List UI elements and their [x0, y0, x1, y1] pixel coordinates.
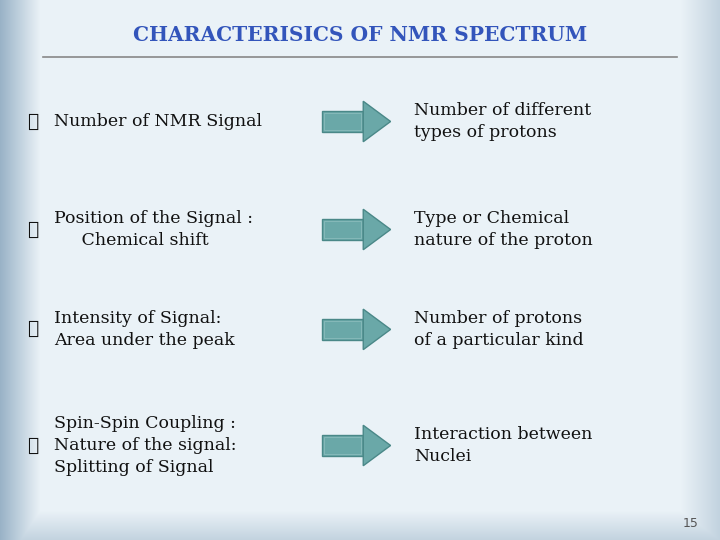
Text: ➤: ➤	[27, 112, 39, 131]
Text: CHARACTERISICS OF NMR SPECTRUM: CHARACTERISICS OF NMR SPECTRUM	[133, 25, 587, 45]
Text: Number of different
types of protons: Number of different types of protons	[414, 102, 591, 141]
Text: ➤: ➤	[27, 220, 39, 239]
Polygon shape	[363, 102, 390, 141]
Text: Number of protons
of a particular kind: Number of protons of a particular kind	[414, 310, 584, 349]
Bar	[323, 111, 363, 132]
Text: ➤: ➤	[27, 320, 39, 339]
Polygon shape	[363, 426, 390, 465]
Text: Position of the Signal :
     Chemical shift: Position of the Signal : Chemical shift	[54, 210, 253, 249]
Text: Number of NMR Signal: Number of NMR Signal	[54, 113, 262, 130]
Text: Interaction between
Nuclei: Interaction between Nuclei	[414, 426, 593, 465]
Bar	[324, 321, 361, 338]
Bar	[324, 221, 361, 238]
Polygon shape	[363, 210, 390, 249]
Bar	[324, 113, 361, 130]
Bar	[323, 319, 363, 340]
Bar	[323, 435, 363, 456]
Bar	[323, 219, 363, 240]
Text: 15: 15	[683, 517, 698, 530]
Bar	[324, 437, 361, 454]
Text: Spin-Spin Coupling :
Nature of the signal:
Splitting of Signal: Spin-Spin Coupling : Nature of the signa…	[54, 415, 236, 476]
Polygon shape	[363, 309, 390, 350]
Text: Intensity of Signal:
Area under the peak: Intensity of Signal: Area under the peak	[54, 310, 235, 349]
Text: ➤: ➤	[27, 436, 39, 455]
Text: Type or Chemical
nature of the proton: Type or Chemical nature of the proton	[414, 210, 593, 249]
